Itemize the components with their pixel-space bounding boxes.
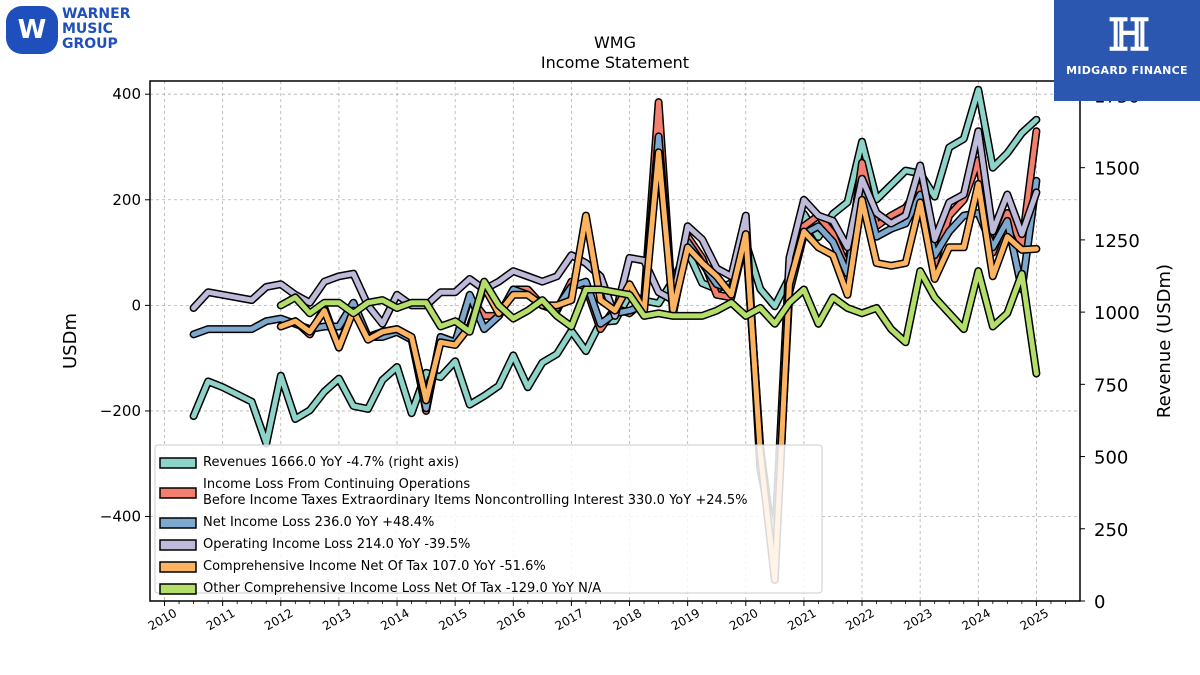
- series-line: [278, 268, 1039, 376]
- y2-tick-label: 750: [1094, 375, 1128, 396]
- legend-label: Before Income Taxes Extraordinary Items …: [203, 493, 748, 508]
- company-logo-line: GROUP: [62, 36, 118, 52]
- series-line: [191, 128, 1039, 546]
- y-tick-label: 0: [131, 296, 141, 314]
- legend-label: Operating Income Loss 214.0 YoY -39.5%: [203, 537, 470, 552]
- y2-axis-label: Revenue (USDm): [1154, 264, 1175, 418]
- y-tick-label: 200: [112, 191, 141, 209]
- y2-tick-label: 1500: [1094, 159, 1140, 180]
- x-tick-label: 2025: [1018, 606, 1051, 633]
- y-tick-label: −200: [100, 402, 141, 420]
- x-tick-label: 2010: [146, 606, 179, 633]
- series-line: [278, 149, 1039, 583]
- y-axis-label: USDm: [60, 313, 81, 369]
- x-tick-label: 2015: [436, 606, 469, 633]
- company-logo-line: MUSIC: [62, 21, 113, 37]
- series-line-outline: [189, 85, 1041, 448]
- legend-swatch: [159, 561, 197, 573]
- x-tick-label: 2012: [262, 606, 295, 633]
- x-tick-label: 2024: [960, 606, 993, 633]
- x-tick-label: 2023: [901, 606, 934, 633]
- x-tick-label: 2020: [727, 606, 760, 633]
- legend-swatch: [159, 583, 197, 595]
- y2-tick-label: 250: [1094, 520, 1128, 541]
- company-logo-icon: W: [6, 6, 58, 54]
- x-tick-label: 2016: [495, 606, 528, 633]
- publisher-logo: ℍ MIDGARD FINANCE: [1054, 0, 1200, 101]
- x-tick-label: 2021: [785, 606, 818, 633]
- y-tick-label: 400: [112, 85, 141, 103]
- legend-swatch: [159, 487, 197, 499]
- legend-swatch: [159, 457, 197, 469]
- x-tick-label: 2019: [669, 606, 702, 633]
- series-4: [276, 148, 1041, 584]
- x-tick-label: 2022: [843, 606, 876, 633]
- legend-label: Other Comprehensive Income Loss Net Of T…: [203, 581, 601, 596]
- chart-subtitle: Income Statement: [541, 53, 689, 72]
- company-logo-line: WARNER: [62, 6, 131, 22]
- y2-tick-label: 0: [1094, 592, 1105, 613]
- x-tick-label: 2014: [378, 606, 411, 633]
- x-tick-label: 2011: [204, 606, 237, 633]
- x-tick-label: 2013: [320, 606, 353, 633]
- y2-tick-label: 500: [1094, 448, 1128, 469]
- series-0: [189, 85, 1041, 448]
- legend-box: [154, 444, 823, 594]
- legend: Revenues 1666.0 YoY -4.7% (right axis) In…: [154, 444, 823, 596]
- y2-tick-label: 1250: [1094, 231, 1140, 252]
- chart-title: WMG: [594, 33, 636, 52]
- publisher-name: MIDGARD FINANCE: [1066, 64, 1188, 77]
- legend-swatch: [159, 539, 197, 551]
- legend-label: Income Loss From Continuing Operations: [203, 477, 470, 492]
- series-3: [189, 127, 1041, 547]
- publisher-logo-icon: ℍ: [1108, 10, 1150, 61]
- series-line: [191, 87, 1039, 447]
- series-5: [276, 267, 1041, 378]
- y-tick-label: −400: [100, 508, 141, 526]
- x-tick-label: 2017: [553, 606, 586, 633]
- company-logo-text: WARNER MUSIC GROUP: [62, 7, 131, 52]
- company-logo: W WARNER MUSIC GROUP: [4, 4, 139, 56]
- legend-label: Revenues 1666.0 YoY -4.7% (right axis): [203, 455, 459, 470]
- series-layer: [189, 85, 1041, 584]
- x-tick-label: 2018: [611, 606, 644, 633]
- y2-tick-label: 1000: [1094, 303, 1140, 324]
- legend-swatch: [159, 517, 197, 529]
- legend-label: Net Income Loss 236.0 YoY +48.4%: [203, 515, 434, 530]
- legend-label: Comprehensive Income Net Of Tax 107.0 Yo…: [203, 559, 546, 574]
